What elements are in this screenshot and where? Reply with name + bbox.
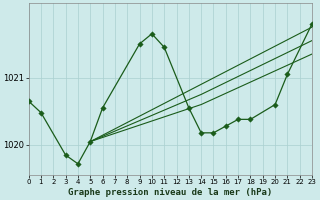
X-axis label: Graphe pression niveau de la mer (hPa): Graphe pression niveau de la mer (hPa): [68, 188, 273, 197]
